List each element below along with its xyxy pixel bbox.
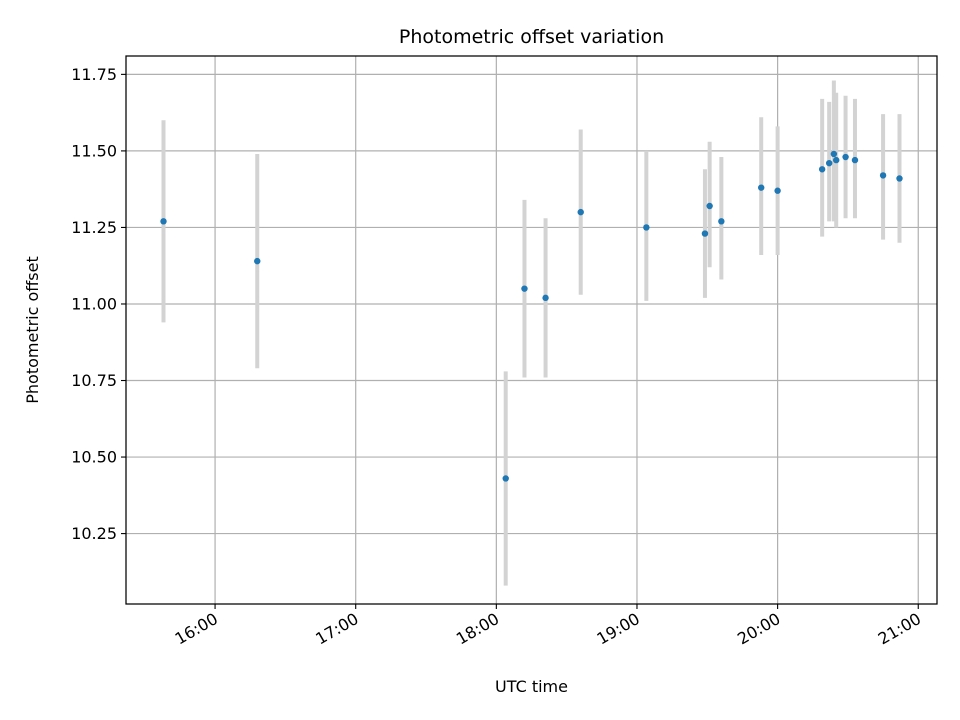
data-point xyxy=(718,218,725,225)
data-point xyxy=(851,156,859,164)
data-point xyxy=(830,150,838,158)
y-tick-label: 10.25 xyxy=(71,524,117,543)
y-tick-label: 10.50 xyxy=(71,448,117,467)
chart-title: Photometric offset variation xyxy=(399,26,664,48)
data-point xyxy=(774,187,781,194)
x-axis-label: UTC time xyxy=(495,677,568,696)
data-point xyxy=(701,230,709,237)
data-point xyxy=(254,257,261,265)
data-point xyxy=(896,175,903,182)
data-point xyxy=(825,159,833,167)
data-point xyxy=(521,285,528,292)
data-point xyxy=(643,224,650,231)
data-points xyxy=(160,150,903,482)
plot-frame xyxy=(125,55,938,605)
data-point xyxy=(160,218,167,225)
data-point xyxy=(577,208,584,216)
data-point xyxy=(879,172,887,179)
y-tick-label: 11.75 xyxy=(71,65,117,84)
data-point xyxy=(833,156,840,164)
y-tick-label: 11.00 xyxy=(71,294,117,313)
y-axis: 10.25 10.50 10.75 11.00 11.25 11.50 11.75 xyxy=(71,65,126,543)
data-point xyxy=(758,184,765,191)
y-axis-label: Photometric offset xyxy=(23,256,42,404)
data-point xyxy=(706,202,713,210)
plot-area xyxy=(126,56,937,604)
data-point xyxy=(818,166,826,173)
y-tick-label: 10.75 xyxy=(71,371,117,390)
y-tick-label: 11.50 xyxy=(71,141,117,160)
y-tick-label: 11.25 xyxy=(71,218,117,237)
data-point xyxy=(542,294,549,302)
data-point xyxy=(502,475,509,482)
grid xyxy=(126,56,937,604)
data-point xyxy=(842,153,849,161)
